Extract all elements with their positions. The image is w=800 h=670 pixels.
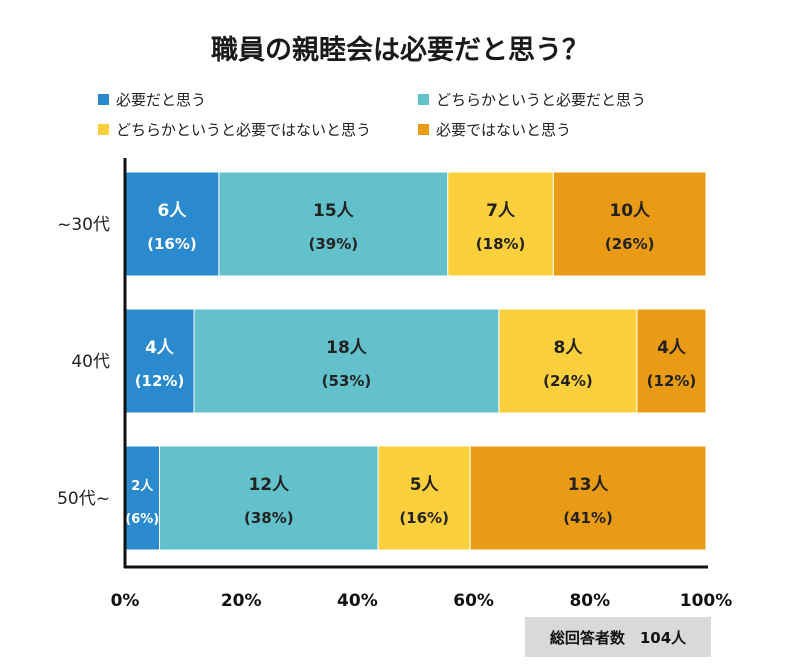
legend-swatch-1 bbox=[98, 94, 109, 105]
legend-item-2: どちらかというと必要だと思う bbox=[418, 89, 646, 110]
data-label-percent-2-1: (12%) bbox=[135, 372, 185, 390]
x-tick-label-1: 0% bbox=[111, 591, 140, 611]
chart-title: 職員の親睦会は必要だと思う？ bbox=[211, 35, 589, 66]
data-label-count-1-3: 7人 bbox=[486, 201, 516, 221]
bar-segment-1-4 bbox=[552, 171, 707, 277]
x-tick-label-3: 40% bbox=[337, 591, 378, 611]
data-label-count-1-1: 6人 bbox=[158, 201, 188, 221]
data-label-percent-1-3: (18%) bbox=[476, 235, 526, 253]
data-label-count-3-1: 2人 bbox=[131, 478, 154, 494]
legend-label-2: どちらかというと必要だと思う bbox=[436, 91, 647, 109]
bar-segment-1-3 bbox=[447, 171, 554, 277]
bar-segment-3-3 bbox=[377, 445, 471, 551]
data-label-count-1-4: 10人 bbox=[609, 201, 651, 221]
x-tick-label-6: 100% bbox=[680, 591, 733, 611]
bar-segment-2-4 bbox=[636, 308, 707, 414]
total-respondents-box: 総回答者数 104人 bbox=[525, 617, 711, 657]
data-label-percent-2-3: (24%) bbox=[543, 372, 593, 390]
data-label-percent-1-1: (16%) bbox=[147, 235, 197, 253]
bar-segment-2-2 bbox=[193, 308, 500, 414]
data-label-percent-3-3: (16%) bbox=[399, 509, 449, 527]
x-tick-label-4: 60% bbox=[453, 591, 494, 611]
data-label-count-2-3: 8人 bbox=[554, 338, 584, 358]
legend-label-1: 必要だと思う bbox=[116, 91, 207, 109]
bar-segment-3-1 bbox=[124, 445, 161, 551]
legend-label-3: どちらかというと必要ではないと思う bbox=[116, 121, 372, 139]
data-label-count-2-4: 4人 bbox=[657, 338, 687, 358]
category-label-1: ~30代 bbox=[57, 215, 110, 235]
data-label-count-2-1: 4人 bbox=[145, 338, 175, 358]
data-label-count-2-2: 18人 bbox=[326, 338, 368, 358]
legend-label-4: 必要ではないと思う bbox=[436, 121, 572, 139]
data-label-percent-3-1: (6%) bbox=[125, 512, 159, 527]
bar-segment-3-2 bbox=[159, 445, 379, 551]
data-label-percent-3-4: (41%) bbox=[563, 509, 613, 527]
data-label-percent-2-2: (53%) bbox=[322, 372, 372, 390]
data-label-percent-1-2: (39%) bbox=[309, 235, 359, 253]
bar-segment-3-4 bbox=[469, 445, 707, 551]
category-label-2: 40代 bbox=[71, 352, 110, 372]
legend-item-4: 必要ではないと思う bbox=[418, 119, 571, 140]
data-label-percent-2-4: (12%) bbox=[647, 372, 697, 390]
data-label-count-3-4: 13人 bbox=[568, 475, 610, 495]
bar-segment-1-2 bbox=[218, 171, 449, 277]
legend-item-3: どちらかというと必要ではないと思う bbox=[98, 119, 371, 140]
data-label-count-1-2: 15人 bbox=[313, 201, 355, 221]
legend-swatch-3 bbox=[98, 124, 109, 135]
bar-segment-1-1 bbox=[124, 171, 220, 277]
data-label-percent-3-2: (38%) bbox=[244, 509, 294, 527]
data-label-count-3-2: 12人 bbox=[248, 475, 290, 495]
total-respondents-label: 総回答者数 104人 bbox=[549, 628, 687, 647]
bar-segment-2-3 bbox=[498, 308, 638, 414]
legend-swatch-4 bbox=[418, 124, 429, 135]
data-label-count-3-3: 5人 bbox=[410, 475, 440, 495]
x-tick-label-2: 20% bbox=[221, 591, 262, 611]
data-label-percent-1-4: (26%) bbox=[605, 235, 655, 253]
legend-swatch-2 bbox=[418, 94, 429, 105]
category-label-3: 50代~ bbox=[57, 489, 110, 509]
legend-item-1: 必要だと思う bbox=[98, 89, 206, 110]
x-tick-label-5: 80% bbox=[569, 591, 610, 611]
bar-segment-2-1 bbox=[124, 308, 195, 414]
